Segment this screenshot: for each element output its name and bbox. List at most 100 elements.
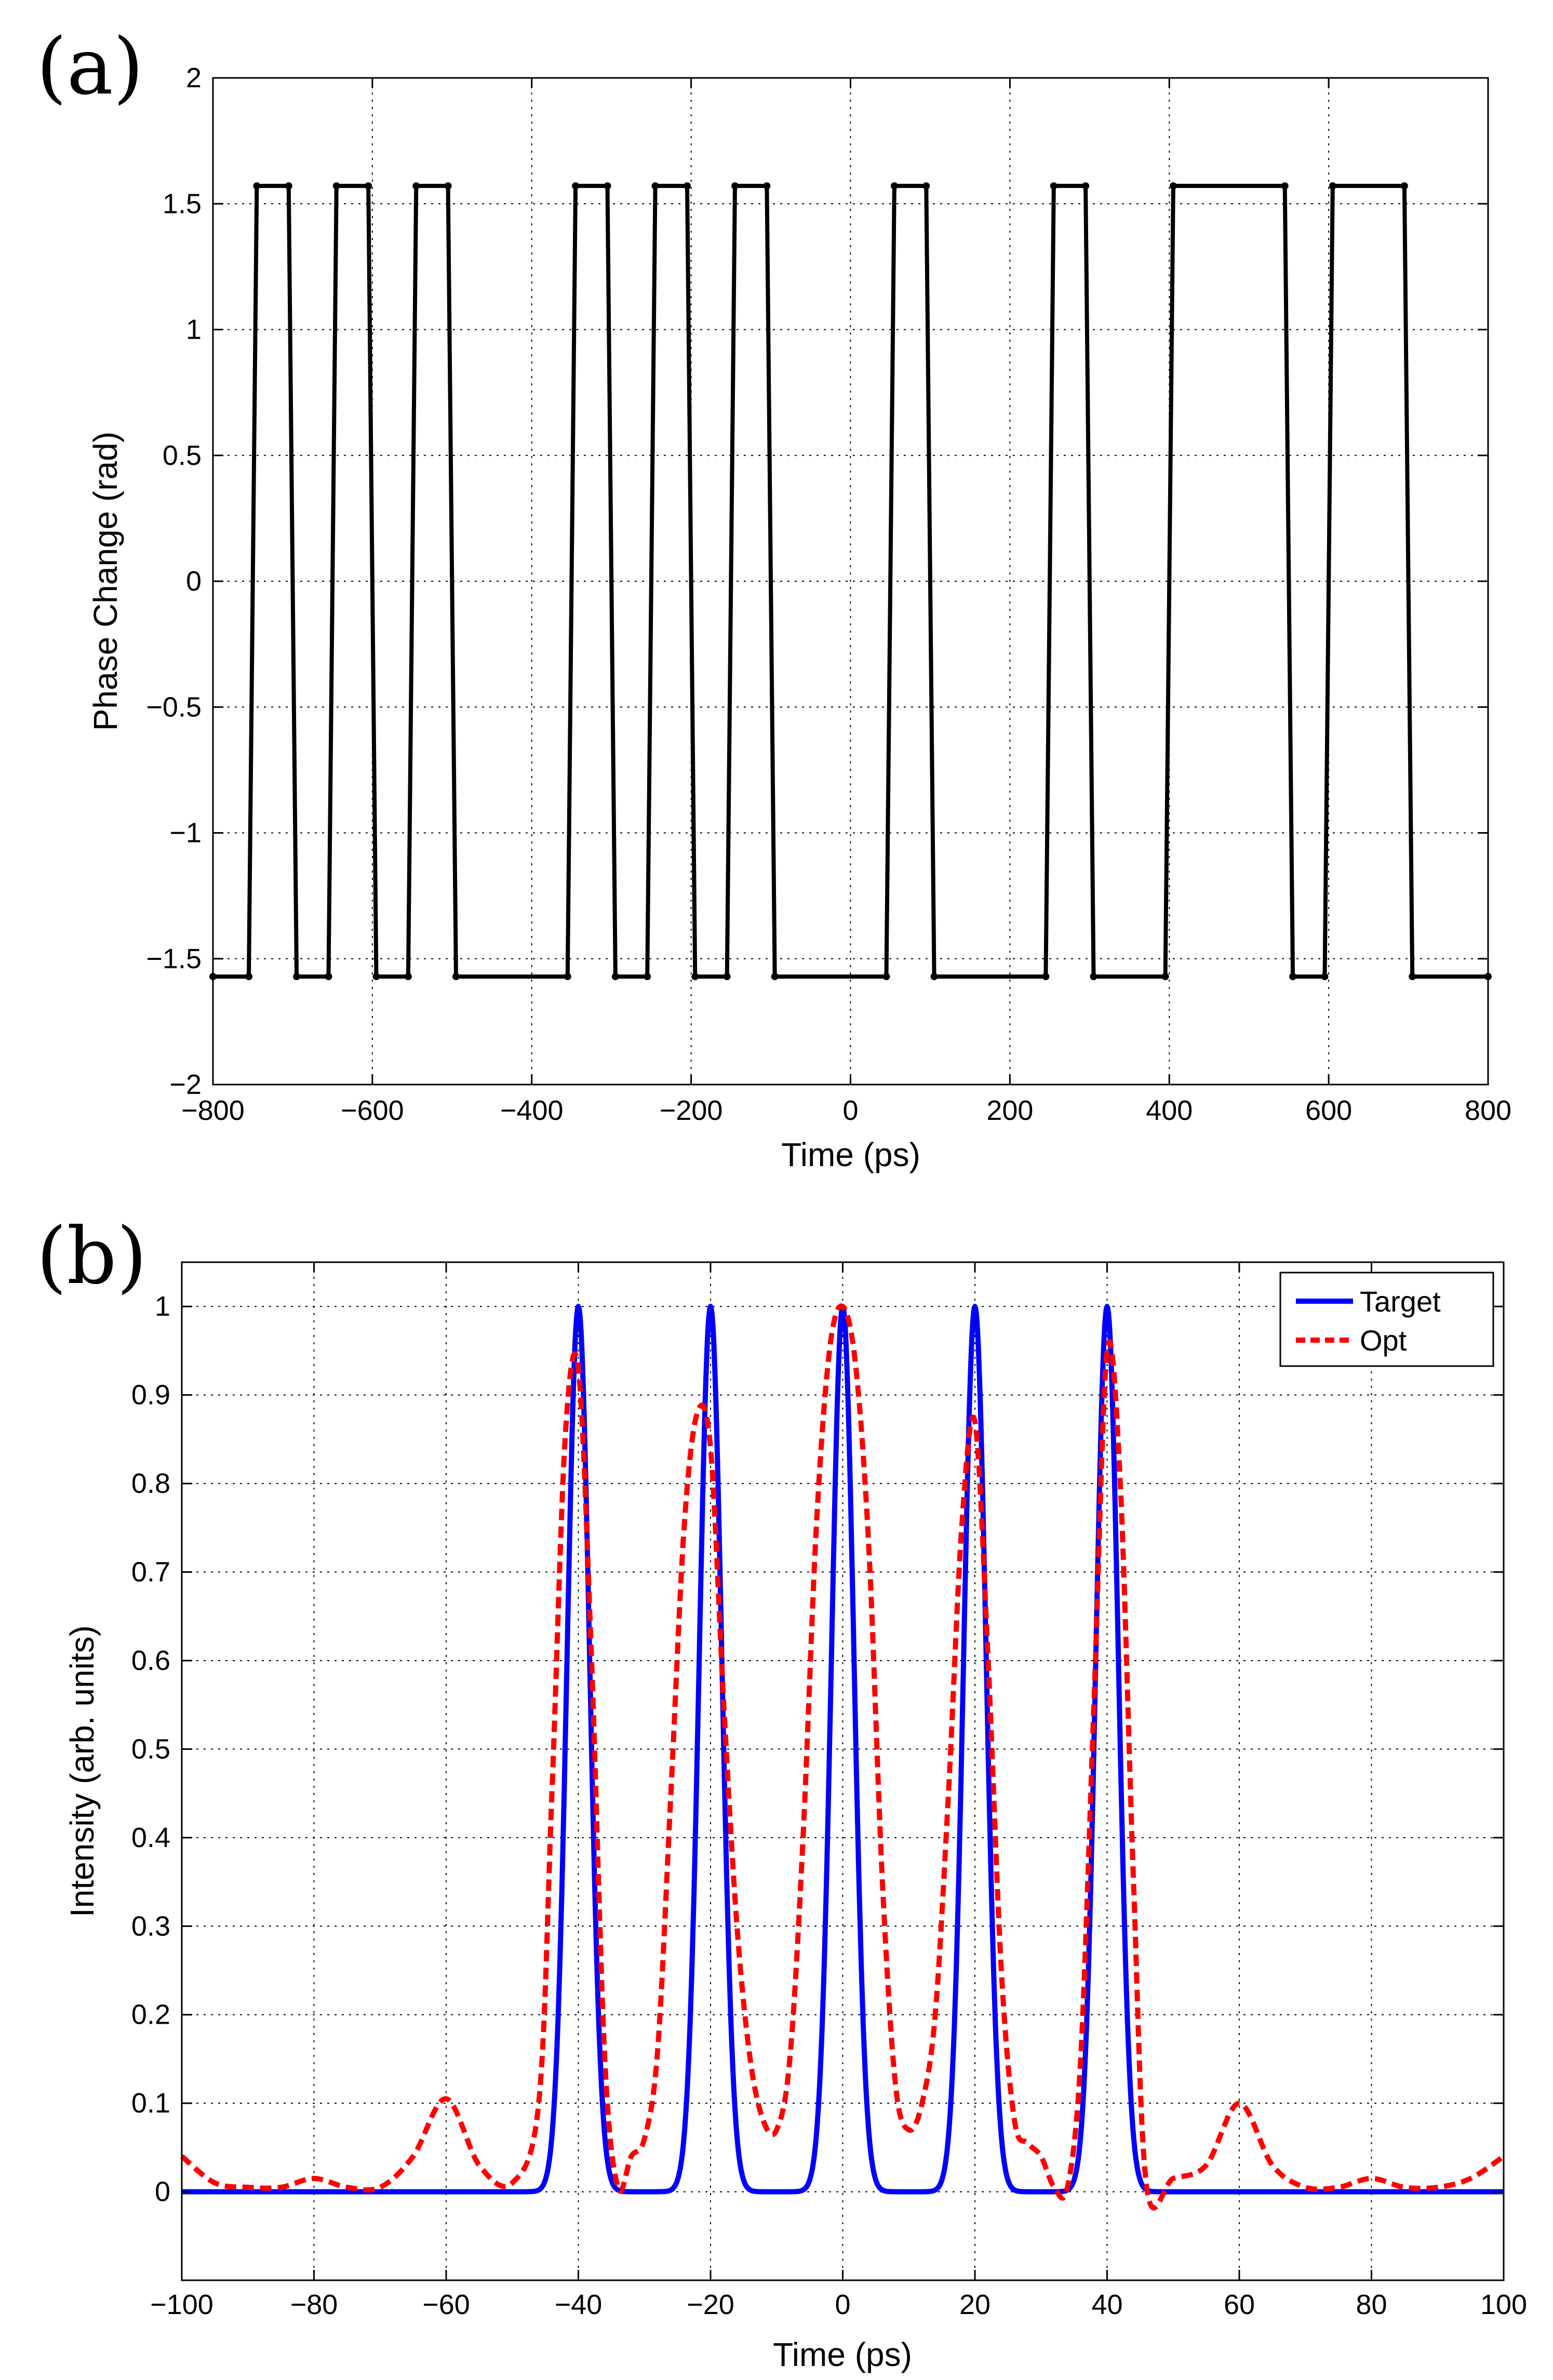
phase-point: [412, 182, 420, 190]
legend-label-target: Target: [1360, 1285, 1441, 1318]
phase-point: [723, 973, 731, 981]
y-tick-label: 0.5: [131, 1733, 170, 1764]
y-tick-label: −1: [169, 818, 202, 849]
panel-label-b: (b): [36, 1211, 147, 1302]
ticks-b: [181, 1262, 1505, 2280]
y-tick-label: 0.2: [131, 1999, 170, 2030]
phase-point: [1169, 182, 1177, 190]
phase-point: [325, 973, 332, 981]
phase-point: [930, 973, 938, 981]
phase-point: [890, 182, 898, 190]
y-axis-title-a: Phase Change (rad): [87, 432, 124, 731]
legend-label-opt: Opt: [1360, 1324, 1407, 1357]
x-tick-label: 60: [1224, 2289, 1255, 2320]
y-tick-labels-b: 0 0.1 0.2 0.3 0.4 0.5 0.6 0.7 0.8 0.9 1: [131, 1291, 170, 2207]
y-tick-label: 0.3: [131, 1910, 170, 1942]
y-tick-label: −1.5: [146, 943, 202, 974]
phase-point: [683, 182, 691, 190]
x-tick-label: 100: [1480, 2289, 1527, 2320]
x-tick-label: 20: [959, 2289, 990, 2320]
phase-point: [564, 973, 571, 981]
phase-point: [1400, 182, 1408, 190]
legend-box: [1279, 1272, 1494, 1367]
x-axis-title-b: Time (ps): [773, 2336, 912, 2373]
phase-point: [245, 973, 253, 981]
phase-point: [882, 973, 890, 981]
phase-point: [1289, 973, 1297, 981]
series-intensity: [180, 1303, 1506, 2211]
y-tick-label: −0.5: [146, 691, 202, 723]
x-tick-label: 80: [1356, 2289, 1387, 2320]
phase-point: [285, 182, 292, 190]
phase-point: [293, 973, 301, 981]
phase-point: [1321, 973, 1329, 981]
phase-point: [572, 182, 580, 190]
x-tick-label: 400: [1146, 1095, 1193, 1126]
chart-phase-change: (a) −800 −600 −400 −200 0 200 400 600 800 −2 −1.5…: [36, 22, 1511, 1173]
phase-point: [1281, 182, 1289, 190]
phase-point: [1082, 182, 1090, 190]
legend: Target Opt: [1279, 1272, 1494, 1367]
x-tick-labels-b: −100 −80 −60 −40 −20 0 20 40 60 80 100: [150, 2289, 1527, 2320]
y-tick-label: 0: [186, 566, 202, 597]
x-tick-label: −40: [555, 2289, 603, 2320]
x-tick-labels-a: −800 −600 −400 −200 0 200 400 600 800: [181, 1095, 1511, 1126]
phase-point: [1329, 182, 1336, 190]
phase-point: [922, 182, 930, 190]
phase-point: [332, 182, 340, 190]
y-tick-label: −2: [169, 1069, 202, 1100]
phase-point: [644, 973, 651, 981]
x-tick-label: 800: [1465, 1095, 1511, 1126]
y-tick-label: 1.5: [163, 188, 202, 219]
y-tick-label: 1: [155, 1291, 170, 1322]
panel-label-a: (a): [36, 22, 143, 112]
x-tick-label: 0: [835, 2289, 850, 2320]
x-tick-label: −60: [422, 2289, 470, 2320]
series-phase: [209, 182, 1492, 981]
x-tick-label: 200: [986, 1095, 1033, 1126]
x-axis-title-a: Time (ps): [781, 1136, 920, 1173]
x-tick-label: −600: [341, 1095, 404, 1126]
x-tick-label: 40: [1091, 2289, 1122, 2320]
x-tick-label: −80: [290, 2289, 338, 2320]
phase-point: [763, 182, 771, 190]
x-tick-label: −800: [181, 1095, 245, 1126]
phase-point: [1090, 973, 1097, 981]
y-tick-label: 2: [186, 62, 202, 93]
x-tick-label: −400: [500, 1095, 564, 1126]
ticks-a: [212, 77, 1489, 1086]
phase-point: [651, 182, 659, 190]
x-tick-label: 600: [1305, 1095, 1352, 1126]
phase-point: [611, 973, 619, 981]
phase-line: [213, 183, 1488, 979]
phase-point: [1050, 182, 1057, 190]
phase-point: [691, 973, 699, 981]
y-tick-label: 0.7: [131, 1557, 170, 1588]
phase-point: [452, 973, 460, 981]
phase-point: [1161, 973, 1169, 981]
y-tick-label: 0: [155, 2176, 170, 2208]
y-tick-label: 0.9: [131, 1380, 170, 1411]
y-tick-label: 0.1: [131, 2088, 170, 2119]
phase-point: [444, 182, 452, 190]
y-tick-label: 0.5: [163, 440, 202, 471]
y-tick-label: 0.6: [131, 1645, 170, 1676]
y-axis-title-b: Intensity (arb. units): [63, 1625, 101, 1917]
x-tick-label: −20: [687, 2289, 734, 2320]
phase-point: [1409, 973, 1416, 981]
phase-point: [731, 182, 739, 190]
y-tick-labels-a: −2 −1.5 −1 −0.5 0 0.5 1 1.5 2: [146, 62, 202, 1100]
y-tick-label: 1: [186, 314, 202, 345]
phase-point: [372, 973, 380, 981]
phase-point: [771, 973, 779, 981]
grid-b: [182, 1262, 1504, 2280]
x-tick-label: −200: [660, 1095, 723, 1126]
opt-line: [180, 1303, 1505, 2211]
phase-point: [1042, 973, 1050, 981]
x-tick-label: 0: [842, 1095, 858, 1126]
y-tick-label: 0.4: [131, 1822, 170, 1853]
phase-point: [253, 182, 261, 190]
chart-intensity: (b) −100 −80 −60 −40 −20 0 20 40 60 80 100 0 0.1 0.2…: [36, 1211, 1527, 2373]
y-tick-label: 0.8: [131, 1468, 170, 1499]
